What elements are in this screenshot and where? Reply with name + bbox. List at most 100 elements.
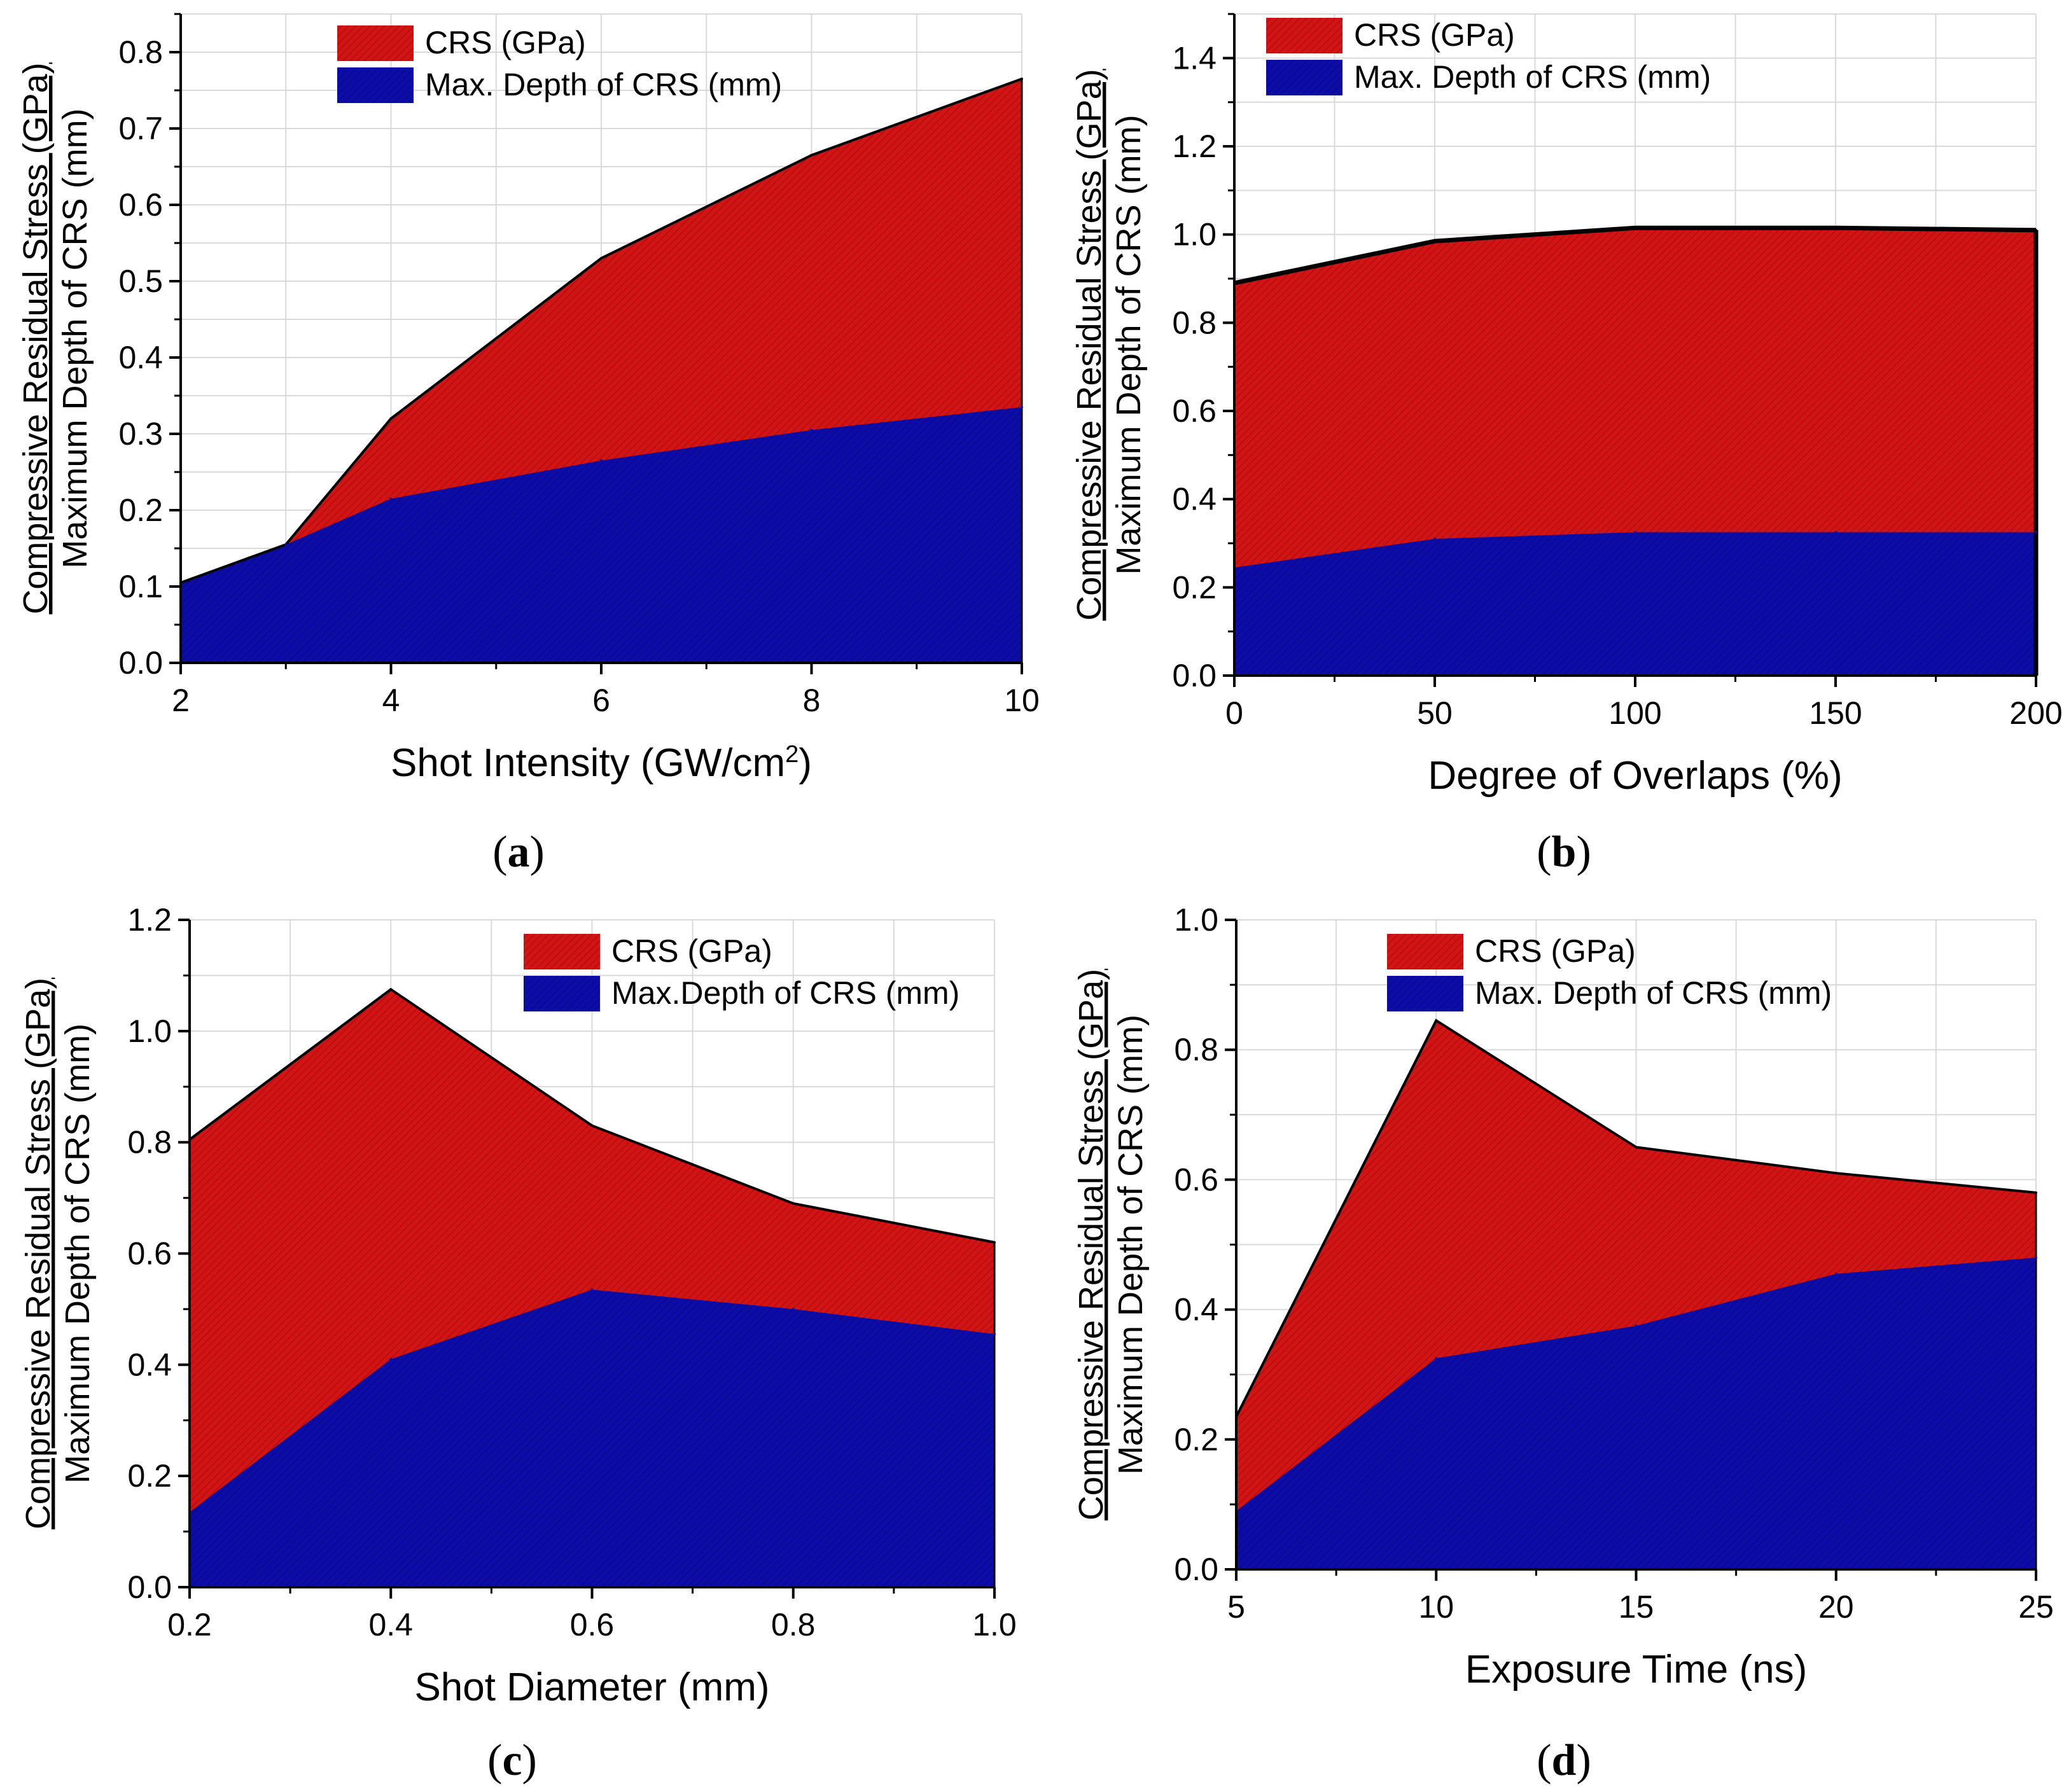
legend-swatch-depth — [524, 976, 600, 1011]
y-tick-label: 0.6 — [127, 1236, 172, 1272]
x-axis-title: Shot Intensity (GW/cm2) — [391, 741, 812, 785]
x-axis-title: Exposure Time (ns) — [1465, 1648, 1808, 1691]
x-tick-label: 5 — [1227, 1589, 1245, 1625]
y-axis-title-line2: Maximum Depth of CRS (mm) — [56, 108, 94, 568]
crs-point — [993, 1241, 996, 1244]
y-tick-label: 0.0 — [1174, 1552, 1218, 1587]
legend: CRS (GPa) Max. Depth of CRS (mm) — [337, 25, 782, 103]
depth-point — [284, 543, 288, 546]
y-tick-label: 1.4 — [1172, 40, 1217, 76]
depth-point — [590, 1288, 594, 1291]
x-axis-title-main: Exposure Time (ns) — [1465, 1648, 1808, 1691]
legend-swatch-depth — [337, 67, 414, 103]
depth-point — [1635, 1324, 1638, 1328]
x-tick-label: 200 — [2009, 695, 2062, 731]
x-axis-title-main: Shot Intensity (GW/cm — [391, 741, 785, 785]
legend-swatch-crs — [1387, 934, 1463, 969]
depth-point — [2035, 1256, 2037, 1259]
legend-label-depth: Max.Depth of CRS (mm) — [611, 975, 959, 1011]
crs-point — [1435, 1019, 1438, 1022]
y-tick-label: 0.8 — [1174, 1032, 1218, 1067]
y-axis-title-line2: Maximum Depth of CRS (mm) — [1110, 115, 1148, 574]
legend-label-crs: CRS (GPa) — [1475, 933, 1636, 969]
y-tick-label: 1.0 — [127, 1013, 172, 1049]
y-axis-title-line1: Compressive Residual Stress (GPa) — [1070, 69, 1108, 620]
x-axis-title-main: Shot Diameter (mm) — [414, 1665, 769, 1709]
legend-swatch-crs — [1266, 18, 1342, 53]
y-tick-label: 1.0 — [1172, 217, 1217, 253]
panel-label-open: ( — [492, 828, 507, 877]
depth-point — [810, 429, 813, 431]
crs-point — [810, 154, 813, 156]
y-tick-label: 1.2 — [1172, 128, 1217, 164]
depth-point — [1634, 531, 1636, 534]
panel-label-open: ( — [1537, 828, 1551, 877]
panel-label-close: ) — [530, 828, 545, 877]
depth-point — [1834, 531, 1837, 534]
y-tick-label: 0.8 — [127, 1125, 172, 1160]
x-tick-label: 2 — [172, 683, 190, 718]
y-axis-title-line2: Maximum Depth of CRS (mm) — [1112, 1015, 1150, 1475]
x-axis-title-sup: 2 — [785, 741, 798, 768]
crs-point — [590, 1124, 594, 1127]
y-tick-label: 0.1 — [118, 569, 163, 604]
panel-label: (c) — [487, 1736, 537, 1785]
depth-point — [1433, 538, 1436, 541]
depth-point — [1834, 1272, 1837, 1275]
legend: CRS (GPa) Max.Depth of CRS (mm) — [524, 933, 959, 1011]
panel-label-close: ) — [522, 1736, 537, 1785]
y-tick-label: 0.5 — [118, 263, 163, 299]
legend-label-depth: Max. Depth of CRS (mm) — [1354, 59, 1711, 95]
crs-outline — [180, 78, 1022, 584]
y-tick-label: 0.0 — [1172, 658, 1217, 693]
depth-area — [1234, 532, 2036, 676]
panel-label-letter: a — [508, 828, 530, 877]
y-tick-label: 0.2 — [1174, 1422, 1218, 1457]
panel-label-letter: d — [1552, 1736, 1577, 1785]
x-axis-title-tail: ) — [798, 741, 812, 785]
y-tick-label: 0.0 — [118, 645, 163, 681]
legend-label-crs: CRS (GPa) — [1354, 17, 1515, 53]
crs-point — [1433, 240, 1436, 243]
panel-label-close: ) — [1576, 828, 1591, 877]
y-tick-label: 0.0 — [127, 1569, 172, 1605]
depth-area — [181, 407, 1022, 663]
x-tick-label: 10 — [1004, 683, 1040, 718]
panel-label: (d) — [1537, 1736, 1591, 1785]
y-tick-label: 0.4 — [127, 1347, 172, 1382]
crs-point — [389, 988, 393, 991]
legend: CRS (GPa) Max. Depth of CRS (mm) — [1266, 17, 1711, 95]
x-axis-title-main: Degree of Overlaps (%) — [1428, 754, 1842, 798]
depth-point — [389, 1358, 393, 1361]
crs-point — [600, 257, 603, 260]
crs-point — [1021, 78, 1023, 80]
legend-label-crs: CRS (GPa) — [425, 25, 586, 60]
y-tick-label: 0.2 — [127, 1458, 172, 1494]
panel-label-open: ( — [1537, 1736, 1551, 1785]
y-axis-title-line1: Compressive Residual Stress (GPa) — [1072, 969, 1110, 1520]
y-tick-label: 0.4 — [1172, 482, 1217, 517]
depth-area — [190, 1289, 994, 1587]
panel-label-open: ( — [487, 1736, 502, 1785]
depth-point — [600, 459, 603, 462]
y-tick-label: 0.7 — [118, 111, 163, 146]
y-tick-label: 0.6 — [1174, 1162, 1218, 1197]
y-tick-label: 1.0 — [1174, 902, 1218, 938]
y-tick-label: 0.8 — [1172, 305, 1217, 340]
legend-label-crs: CRS (GPa) — [611, 933, 772, 969]
panel-label-letter: c — [502, 1736, 522, 1785]
crs-point — [2035, 1191, 2037, 1194]
legend-label-depth: Max. Depth of CRS (mm) — [1475, 975, 1832, 1011]
legend-swatch-crs — [524, 934, 600, 969]
x-tick-label: 10 — [1418, 1589, 1454, 1625]
crs-point — [1834, 226, 1837, 230]
legend-swatch-crs — [337, 25, 414, 61]
y-tick-label: 0.6 — [118, 187, 163, 223]
depth-point — [389, 497, 393, 500]
x-tick-label: 0.8 — [771, 1607, 816, 1643]
depth-point — [2035, 531, 2037, 534]
x-tick-label: 0 — [1225, 695, 1243, 731]
